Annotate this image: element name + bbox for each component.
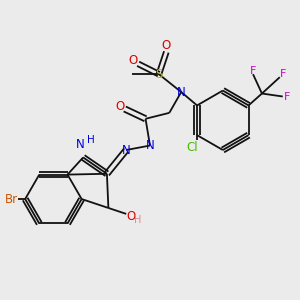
Text: N: N: [177, 85, 186, 98]
Text: F: F: [280, 69, 286, 79]
Text: O: O: [128, 54, 137, 67]
Text: F: F: [284, 92, 290, 101]
Text: Cl: Cl: [187, 140, 198, 154]
Text: N: N: [76, 138, 85, 151]
Text: Br: Br: [5, 193, 18, 206]
Text: O: O: [116, 100, 125, 112]
Text: N: N: [146, 139, 154, 152]
Text: O: O: [162, 40, 171, 52]
Text: N: N: [122, 143, 130, 157]
Text: H: H: [87, 135, 94, 145]
Text: O: O: [126, 210, 135, 224]
Text: H: H: [134, 215, 142, 225]
Text: F: F: [250, 66, 256, 76]
Text: S: S: [155, 68, 163, 81]
